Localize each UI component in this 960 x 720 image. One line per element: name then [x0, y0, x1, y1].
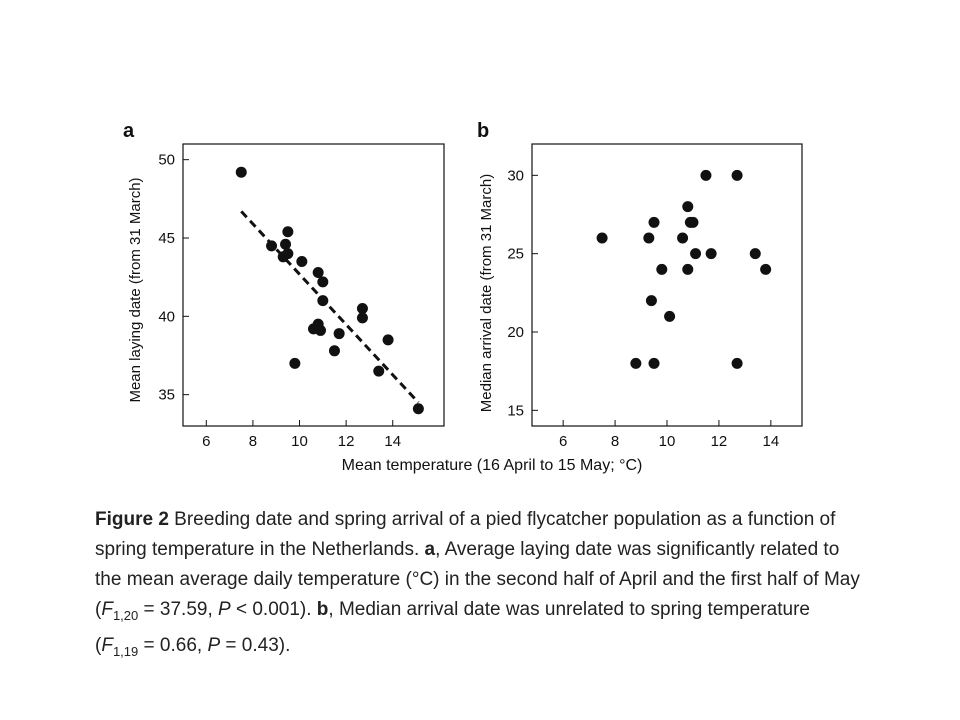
- caption-text: = 37.59,: [138, 599, 219, 620]
- data-point: [356, 312, 368, 324]
- data-point: [282, 248, 294, 260]
- data-point: [314, 324, 326, 336]
- data-point: [760, 263, 772, 275]
- data-point: [648, 357, 660, 369]
- caption-panel-b-ref: b: [316, 599, 329, 620]
- panel-a-trendline: [240, 210, 420, 404]
- data-point: [235, 166, 247, 178]
- panel-b-ylabel: Median arrival date (from 31 March): [478, 174, 495, 412]
- data-point: [373, 365, 385, 377]
- data-point: [266, 240, 278, 252]
- caption-stat-P: P: [218, 599, 231, 620]
- caption-line-5: (F1,19 = 0.66, P = 0.43).: [95, 631, 855, 667]
- data-point: [412, 403, 424, 415]
- panel-a: a Mean laying date (from 31 March) 6 8 10 1…: [123, 120, 445, 450]
- panel-b-plot-frame: [531, 143, 803, 427]
- y-tick-label: 20: [507, 324, 524, 341]
- caption-stat-F: F: [101, 599, 113, 620]
- data-point: [687, 216, 699, 228]
- data-point: [280, 238, 292, 250]
- panel-b-ticks: 6 8 10 12 14 15 20 25 30: [507, 167, 779, 450]
- data-point: [731, 169, 743, 181]
- x-tick-label: 8: [611, 433, 619, 450]
- y-tick-label: 30: [507, 167, 524, 184]
- data-point: [677, 232, 689, 244]
- caption-text: Breeding date and spring arrival of a pi…: [168, 509, 836, 530]
- y-tick-label: 15: [507, 402, 524, 419]
- data-point: [731, 357, 743, 369]
- caption-stat-df: 1,19: [112, 643, 139, 659]
- caption-text: spring temperature in the Netherlands.: [95, 539, 425, 560]
- panel-a-plot-frame: [182, 143, 445, 427]
- caption-stat-P: P: [207, 634, 221, 656]
- caption-text: < 0.001).: [230, 599, 317, 620]
- caption-stat-F: F: [101, 634, 113, 656]
- data-point: [312, 266, 324, 278]
- caption-text: , Average laying date was significantly …: [435, 539, 840, 560]
- data-point: [682, 201, 694, 213]
- caption-line-3: the mean average daily temperature (°C) …: [95, 569, 860, 590]
- data-point: [664, 310, 676, 322]
- x-tick-label: 14: [384, 433, 401, 450]
- data-point: [749, 248, 761, 260]
- caption-line-1: Figure 2 Breeding date and spring arriva…: [95, 505, 855, 535]
- y-tick-label: 35: [158, 387, 175, 404]
- x-tick-label: 10: [659, 433, 676, 450]
- panel-a-ylabel: Mean laying date (from 31 March): [127, 177, 144, 402]
- caption-text: = 0.66,: [138, 634, 208, 656]
- x-tick-label: 12: [711, 433, 728, 450]
- panel-b-label: b: [477, 120, 489, 142]
- caption-stat-df: 1,20: [112, 607, 139, 623]
- y-tick-label: 45: [158, 230, 175, 247]
- data-point: [596, 232, 608, 244]
- data-point: [648, 216, 660, 228]
- panel-b-points: [596, 169, 772, 369]
- data-point: [317, 276, 329, 288]
- x-tick-label: 8: [249, 433, 257, 450]
- data-point: [700, 169, 712, 181]
- caption-line-2: spring temperature in the Netherlands. a…: [95, 535, 855, 565]
- data-point: [282, 226, 294, 238]
- y-tick-label: 40: [158, 308, 175, 325]
- caption-panel-a-ref: a: [424, 539, 436, 560]
- panel-a-points: [235, 166, 424, 415]
- data-point: [656, 263, 668, 275]
- x-tick-label: 12: [338, 433, 355, 450]
- y-tick-label: 50: [158, 152, 175, 169]
- panel-a-label: a: [123, 120, 135, 142]
- data-point: [645, 295, 657, 307]
- data-point: [690, 248, 702, 260]
- data-point: [333, 328, 345, 340]
- panel-a-ticks: 6 8 10 12 14 35 40 45 50: [158, 152, 401, 450]
- data-point: [643, 232, 655, 244]
- caption-text: (: [95, 599, 102, 620]
- data-point: [356, 303, 368, 314]
- data-point: [382, 334, 394, 346]
- shared-x-axis-label: Mean temperature (16 April to 15 May; °C…: [342, 457, 643, 474]
- data-point: [296, 256, 308, 267]
- x-tick-label: 10: [291, 433, 308, 450]
- caption-text: = 0.43).: [220, 634, 291, 656]
- x-tick-label: 6: [202, 433, 210, 450]
- data-point: [289, 357, 301, 369]
- x-tick-label: 14: [763, 433, 780, 450]
- caption-line-4: (F1,20 = 37.59, P < 0.001). b, Median ar…: [95, 595, 855, 631]
- caption-text: , Median arrival date was unrelated to s…: [328, 599, 810, 620]
- data-point: [682, 263, 694, 275]
- caption-figure-label: Figure 2: [95, 509, 169, 530]
- data-point: [317, 295, 329, 307]
- data-point: [328, 345, 340, 357]
- caption-text: (: [95, 634, 102, 656]
- x-tick-label: 6: [559, 433, 567, 450]
- data-point: [705, 248, 717, 260]
- figure-caption: Figure 2 Breeding date and spring arriva…: [95, 505, 860, 667]
- y-tick-label: 25: [507, 246, 524, 263]
- data-point: [630, 357, 642, 369]
- panel-b: b Median arrival date (from 31 March) 6 8…: [477, 120, 803, 450]
